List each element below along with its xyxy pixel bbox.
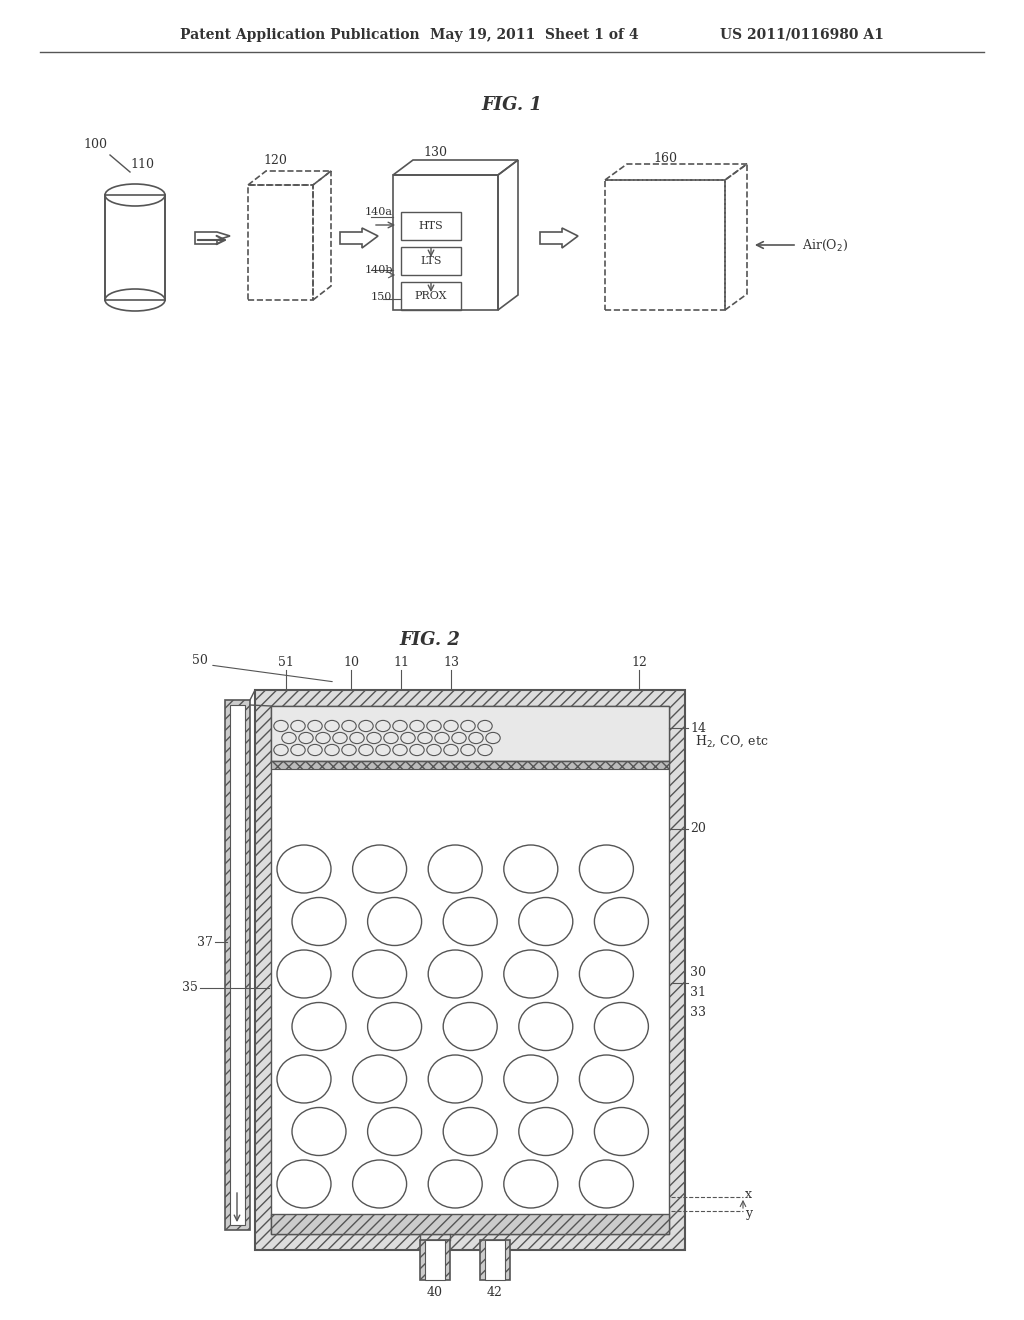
Ellipse shape: [594, 1107, 648, 1155]
Bar: [230, 705, 245, 1225]
Text: 33: 33: [690, 1006, 706, 1019]
Text: LTS: LTS: [420, 256, 441, 267]
Bar: [393, 176, 498, 310]
Ellipse shape: [580, 1055, 634, 1104]
Text: 42: 42: [487, 1286, 503, 1299]
Ellipse shape: [594, 1002, 648, 1051]
Text: 51: 51: [279, 656, 294, 668]
Bar: [271, 706, 669, 1234]
Ellipse shape: [580, 845, 634, 894]
Bar: [420, 1239, 450, 1280]
Ellipse shape: [443, 1002, 498, 1051]
Ellipse shape: [368, 898, 422, 945]
Ellipse shape: [504, 1160, 558, 1208]
Ellipse shape: [352, 1055, 407, 1104]
Text: 160: 160: [653, 152, 677, 165]
Ellipse shape: [428, 1160, 482, 1208]
Ellipse shape: [278, 845, 331, 894]
Text: 14: 14: [690, 722, 706, 734]
Bar: [225, 700, 250, 1230]
Text: 10: 10: [343, 656, 359, 668]
Ellipse shape: [278, 1055, 331, 1104]
Text: 13: 13: [443, 656, 459, 668]
Bar: [605, 180, 725, 310]
Bar: [401, 247, 461, 275]
Text: 140a: 140a: [365, 207, 393, 216]
Text: 31: 31: [690, 986, 706, 999]
Bar: [271, 706, 669, 762]
Text: 35: 35: [182, 981, 198, 994]
Ellipse shape: [352, 845, 407, 894]
Ellipse shape: [519, 1002, 572, 1051]
Text: PROX: PROX: [415, 290, 447, 301]
Text: 11: 11: [393, 656, 409, 668]
Ellipse shape: [519, 898, 572, 945]
Ellipse shape: [594, 898, 648, 945]
Bar: [425, 1239, 445, 1280]
Ellipse shape: [352, 1160, 407, 1208]
Text: Air(O$_2$): Air(O$_2$): [802, 238, 848, 252]
Ellipse shape: [352, 950, 407, 998]
Ellipse shape: [278, 1160, 331, 1208]
Ellipse shape: [580, 950, 634, 998]
Text: 120: 120: [263, 153, 287, 166]
Bar: [271, 1214, 669, 1234]
Ellipse shape: [504, 1055, 558, 1104]
Text: 110: 110: [130, 158, 154, 172]
Ellipse shape: [428, 950, 482, 998]
Bar: [480, 1239, 510, 1280]
Text: FIG. 2: FIG. 2: [399, 631, 461, 649]
Text: H$_2$, CO, etc: H$_2$, CO, etc: [695, 734, 768, 748]
Text: 130: 130: [423, 147, 447, 160]
Ellipse shape: [292, 1002, 346, 1051]
Text: x: x: [745, 1188, 752, 1200]
Text: y: y: [745, 1208, 752, 1221]
Text: 50: 50: [193, 653, 208, 667]
Ellipse shape: [504, 950, 558, 998]
Text: 150: 150: [371, 292, 392, 302]
Text: 20: 20: [690, 822, 706, 836]
Text: 12: 12: [631, 656, 647, 668]
Text: HTS: HTS: [419, 220, 443, 231]
Ellipse shape: [278, 950, 331, 998]
Text: May 19, 2011  Sheet 1 of 4: May 19, 2011 Sheet 1 of 4: [430, 28, 639, 42]
Bar: [255, 690, 685, 1250]
Text: 100: 100: [83, 139, 106, 152]
Text: Patent Application Publication: Patent Application Publication: [180, 28, 420, 42]
Ellipse shape: [428, 845, 482, 894]
Text: 30: 30: [690, 966, 706, 979]
Text: 40: 40: [427, 1286, 443, 1299]
Bar: [401, 213, 461, 240]
Ellipse shape: [368, 1002, 422, 1051]
Ellipse shape: [443, 898, 498, 945]
Bar: [401, 282, 461, 310]
Ellipse shape: [292, 898, 346, 945]
Text: FIG. 1: FIG. 1: [481, 96, 543, 114]
Text: 37: 37: [197, 936, 213, 949]
Ellipse shape: [504, 845, 558, 894]
Ellipse shape: [443, 1107, 498, 1155]
Ellipse shape: [519, 1107, 572, 1155]
Ellipse shape: [292, 1107, 346, 1155]
Bar: [271, 762, 669, 770]
Bar: [485, 1239, 505, 1280]
Ellipse shape: [428, 1055, 482, 1104]
Ellipse shape: [368, 1107, 422, 1155]
Text: 140b: 140b: [365, 265, 393, 275]
Ellipse shape: [580, 1160, 634, 1208]
Text: US 2011/0116980 A1: US 2011/0116980 A1: [720, 28, 884, 42]
Bar: [248, 185, 313, 300]
